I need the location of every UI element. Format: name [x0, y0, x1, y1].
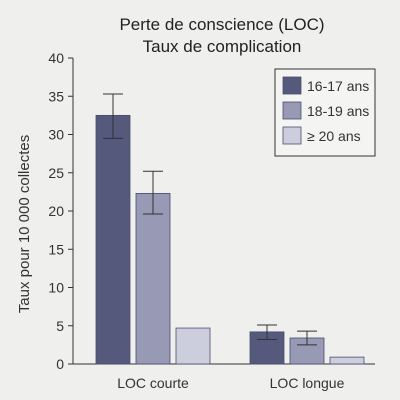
bar-1-2 — [329, 356, 365, 365]
y-tick-label-3: 15 — [48, 241, 64, 257]
plot-area: 0 5 10 15 20 25 30 35 40 LOC courte LOC longue — [48, 50, 375, 391]
legend: 16-17 ans 18-19 ans ≥ 20 ans — [274, 68, 376, 157]
y-axis-label: Taux pour 10 000 collectes — [16, 135, 33, 313]
legend-label-1: 18-19 ans — [307, 103, 369, 119]
x-tick-label-0: LOC courte — [117, 375, 189, 391]
y-tick-label-0: 0 — [56, 356, 64, 372]
chart-title-line-1: Perte de conscience (LOC) — [119, 15, 324, 34]
chart-title-line-2: Taux de complication — [143, 37, 302, 56]
y-tick-label-6: 30 — [48, 127, 64, 143]
legend-swatch-0 — [282, 76, 302, 95]
y-tick-label-7: 35 — [48, 88, 64, 104]
y-tick-label-2: 10 — [48, 280, 64, 296]
y-tick-label-8: 40 — [48, 50, 64, 66]
y-tick-label-1: 5 — [56, 318, 64, 334]
legend-swatch-2 — [282, 126, 302, 145]
y-tick-label-4: 20 — [48, 203, 64, 219]
bar-0-2 — [175, 327, 211, 365]
legend-label-2: ≥ 20 ans — [307, 128, 361, 144]
legend-label-0: 16-17 ans — [307, 78, 369, 94]
y-tick-label-5: 25 — [48, 165, 64, 181]
bar-0-1 — [135, 193, 171, 365]
bar-0-0 — [95, 114, 131, 365]
legend-swatch-1 — [282, 101, 302, 120]
x-tick-label-1: LOC longue — [270, 375, 345, 391]
